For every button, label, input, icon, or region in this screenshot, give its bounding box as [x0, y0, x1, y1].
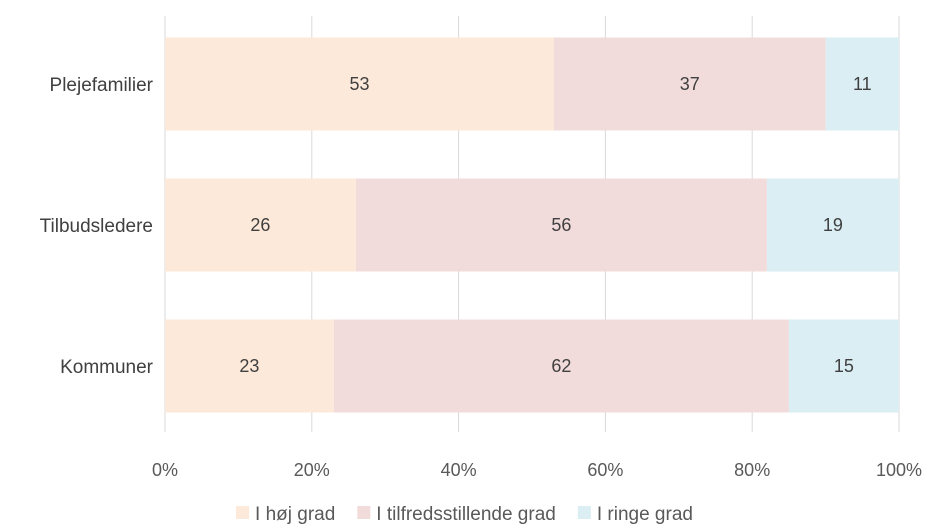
bars: 53 37 11 26 56 19 23 62 15	[165, 37, 899, 413]
bar-segment	[355, 178, 767, 272]
x-tick-label: 0%	[152, 460, 178, 480]
x-tick-label: 60%	[587, 460, 623, 480]
legend-swatch	[577, 506, 591, 519]
bar-segment	[554, 37, 826, 131]
data-label: 11	[853, 74, 872, 94]
bar-segment	[165, 319, 334, 413]
x-tick-label: 20%	[294, 460, 330, 480]
bar-segment	[788, 319, 899, 413]
legend-label: I tilfredsstillende grad	[376, 504, 556, 525]
bar-segment	[825, 37, 899, 131]
legend-item: I høj grad	[236, 504, 335, 525]
bar-segment	[165, 178, 356, 272]
data-label: 26	[250, 215, 270, 235]
data-label: 15	[834, 356, 854, 376]
legend-label: I høj grad	[255, 504, 335, 525]
bar-segment	[333, 319, 789, 413]
x-tick-label: 100%	[876, 460, 922, 480]
category-label: Kommuner	[60, 357, 154, 378]
legend-item: I tilfredsstillende grad	[357, 504, 556, 525]
data-label: 37	[680, 74, 700, 94]
bar-segment	[165, 37, 555, 131]
data-label: 19	[823, 215, 843, 235]
data-label: 53	[349, 74, 369, 94]
x-tick-label: 40%	[441, 460, 477, 480]
x-tick-label: 80%	[734, 460, 770, 480]
data-label: 23	[239, 356, 259, 376]
bar-segment	[766, 178, 899, 272]
category-label: Plejefamilier	[50, 75, 154, 96]
legend: I høj grad I tilfredsstillende grad I ring…	[236, 504, 693, 525]
category-labels: Plejefamilier Tilbudsledere Kommuner	[40, 75, 154, 378]
legend-swatch	[236, 506, 250, 519]
category-label: Tilbudsledere	[40, 216, 153, 237]
legend-swatch	[357, 506, 371, 519]
legend-item: I ringe grad	[577, 504, 693, 525]
legend-label: I ringe grad	[597, 504, 693, 525]
data-label: 56	[551, 215, 571, 235]
data-label: 62	[551, 356, 571, 376]
x-axis-tick-labels: 0% 20% 40% 60% 80% 100%	[152, 460, 922, 480]
